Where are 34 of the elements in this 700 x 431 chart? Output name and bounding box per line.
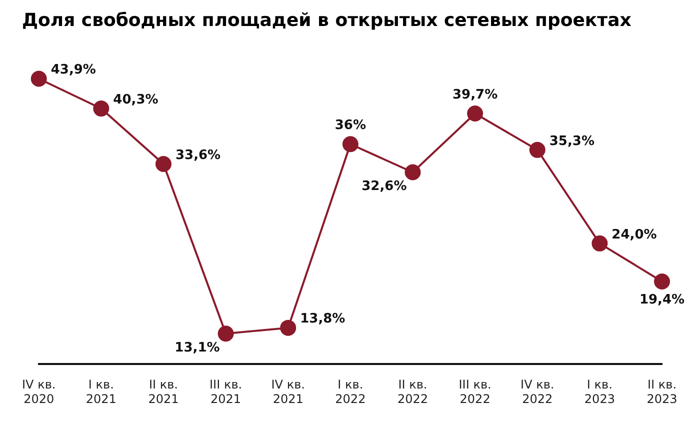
- data-label: 33,6%: [175, 148, 221, 163]
- point: [404, 164, 421, 180]
- data-label: 13,8%: [300, 312, 346, 327]
- x-tick-label: II кв. 2022: [397, 378, 428, 406]
- point: [93, 100, 110, 117]
- point: [342, 136, 358, 152]
- data-label: 40,3%: [113, 92, 158, 108]
- data-label: 19,4%: [639, 292, 685, 308]
- data-label: 35,3%: [549, 134, 594, 149]
- data-label: 39,7%: [452, 87, 498, 102]
- data-label: 43,9%: [50, 62, 96, 78]
- chart-title: Доля свободных площадей в открытых сетевых проектах: [21, 9, 632, 33]
- x-tick-label: II кв. 2021: [148, 378, 179, 406]
- data-label: 13,1%: [174, 340, 220, 356]
- x-tick-label: IV кв. 2020: [22, 378, 56, 406]
- data-label: 36%: [334, 118, 366, 133]
- point: [654, 273, 670, 290]
- point: [155, 156, 172, 172]
- point: [529, 142, 546, 158]
- point: [280, 320, 296, 336]
- data-label: 32,6%: [362, 179, 407, 194]
- data-label: 24,0%: [612, 227, 657, 242]
- point: [30, 70, 47, 87]
- point: [592, 235, 608, 252]
- x-tick-label: IV кв. 2021: [271, 378, 305, 406]
- x-tick-label: IV кв. 2022: [520, 378, 554, 406]
- point: [218, 326, 234, 342]
- x-tick-label: I кв. 2022: [335, 378, 366, 406]
- x-tick-label: II кв. 2023: [646, 378, 678, 406]
- x-tick-label: I кв. 2023: [584, 378, 615, 406]
- x-tick-label: I кв. 2021: [86, 378, 116, 406]
- point: [467, 106, 484, 122]
- x-tick-label: III кв. 2021: [210, 378, 242, 406]
- x-tick-label: III кв. 2022: [458, 378, 492, 406]
